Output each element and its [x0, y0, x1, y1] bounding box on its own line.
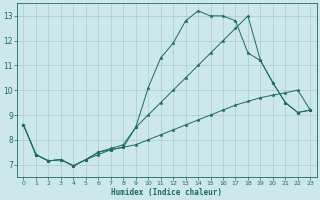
- X-axis label: Humidex (Indice chaleur): Humidex (Indice chaleur): [111, 188, 222, 197]
